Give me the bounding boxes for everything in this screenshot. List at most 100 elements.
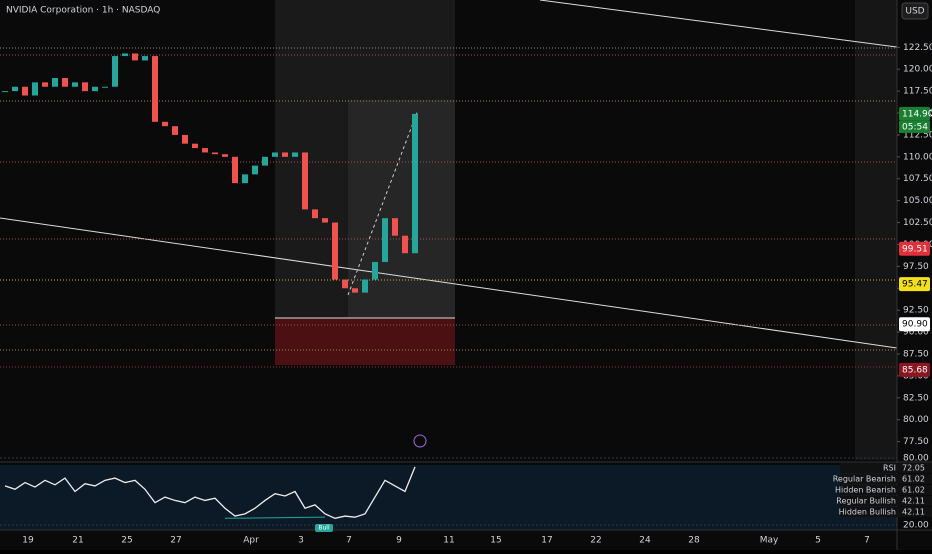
legend-name: RSI <box>883 464 896 473</box>
rsi-tick-label: 80.00 <box>903 454 929 464</box>
candle <box>262 156 268 166</box>
countdown: 05:54 <box>902 122 928 132</box>
candle <box>152 56 158 122</box>
candle <box>392 218 398 236</box>
y-tick-label: 102.50 <box>903 218 932 228</box>
candle <box>382 218 388 262</box>
countdown-tag <box>899 120 930 133</box>
candle <box>112 56 118 87</box>
candle <box>292 152 298 157</box>
candle <box>272 152 278 157</box>
y-tick-label: 117.50 <box>903 87 932 97</box>
rsi-tick-label: 20.00 <box>903 521 929 531</box>
y-tick-label: 120.00 <box>903 65 932 75</box>
trend-line <box>539 0 898 48</box>
x-tick-label: 17 <box>541 536 552 546</box>
price-tag <box>899 277 930 292</box>
event-icon[interactable] <box>413 434 427 448</box>
candle <box>332 222 338 280</box>
candle <box>312 209 318 219</box>
price-tag-label: 85.68 <box>902 365 928 375</box>
legend-name: Hidden Bullish <box>839 508 896 517</box>
x-tick-label: 28 <box>688 536 700 546</box>
x-tick-label: 24 <box>639 536 651 546</box>
candle <box>32 82 38 96</box>
x-tick-label: 22 <box>590 536 601 546</box>
y-tick-label: 97.50 <box>903 262 929 272</box>
candle <box>172 126 178 135</box>
bull-label: Bull <box>318 525 330 532</box>
candle <box>202 148 208 153</box>
y-tick-label: 112.50 <box>903 130 932 140</box>
candle <box>82 82 88 92</box>
x-tick-label: 27 <box>170 536 181 546</box>
candle <box>222 154 228 157</box>
x-tick-label: 5 <box>815 536 821 546</box>
price-tag-label: 99.51 <box>902 244 928 254</box>
x-tick-label: 19 <box>22 536 34 546</box>
x-tick-label: 7 <box>346 536 352 546</box>
x-tick-label: 15 <box>490 536 501 546</box>
x-tick-label: Apr <box>243 536 259 546</box>
rsi-panel <box>0 465 897 530</box>
legend-value: 42.11 <box>902 497 925 506</box>
candle <box>132 53 138 61</box>
legend-row <box>840 474 932 484</box>
candle <box>242 174 248 184</box>
legend-value: 72.05 <box>902 464 925 473</box>
trend-line <box>0 217 898 349</box>
candle <box>372 261 378 280</box>
candle <box>212 152 218 155</box>
candle <box>192 143 198 149</box>
legend-name: Hidden Bearish <box>835 486 896 495</box>
x-tick-label: 25 <box>121 536 132 546</box>
candle <box>302 152 308 210</box>
x-tick-label: 21 <box>72 536 83 546</box>
legend-value: 61.02 <box>902 486 925 495</box>
x-tick-label: 9 <box>396 536 402 546</box>
candle <box>62 77 68 87</box>
legend-row <box>840 485 932 495</box>
stop-zone <box>275 318 455 365</box>
candle <box>252 165 258 175</box>
symbol-title: NVIDIA Corporation · 1h · NASDAQ <box>6 6 160 16</box>
currency-label[interactable]: USD <box>905 7 924 17</box>
candle <box>162 121 168 127</box>
price-tag <box>899 317 930 332</box>
divergence-line <box>224 516 326 519</box>
y-tick-label: 82.50 <box>903 393 929 403</box>
rsi-line <box>4 466 416 519</box>
y-tick-label: 90.00 <box>903 328 929 338</box>
y-tick-label: 107.50 <box>903 174 932 184</box>
x-tick-label: May <box>760 536 779 546</box>
candle <box>142 56 148 61</box>
price-tag <box>899 106 930 121</box>
future-zone <box>855 0 897 460</box>
candle <box>22 86 28 96</box>
candle <box>282 152 288 157</box>
candle <box>232 156 238 184</box>
x-tick-label: 11 <box>443 536 454 546</box>
candle <box>92 86 98 92</box>
candle <box>2 91 8 93</box>
y-tick-label: 77.50 <box>903 437 929 447</box>
y-tick-label: 105.00 <box>903 196 932 206</box>
price-tag-label: 95.47 <box>902 280 928 290</box>
legend-name: Regular Bearish <box>833 475 896 484</box>
x-tick-label: 7 <box>864 536 870 546</box>
legend-row <box>840 496 932 506</box>
y-tick-label: 92.50 <box>903 306 929 316</box>
price-tag <box>899 241 930 256</box>
price-tag-label: 114.90 <box>902 109 932 119</box>
price-tag <box>899 362 930 377</box>
candle <box>402 235 408 254</box>
candle <box>102 86 108 88</box>
projection <box>347 109 419 296</box>
currency-button[interactable] <box>901 2 929 20</box>
legend-row <box>840 507 932 517</box>
y-tick-label: 110.00 <box>903 152 932 162</box>
candle <box>412 113 418 254</box>
candle <box>362 279 368 293</box>
